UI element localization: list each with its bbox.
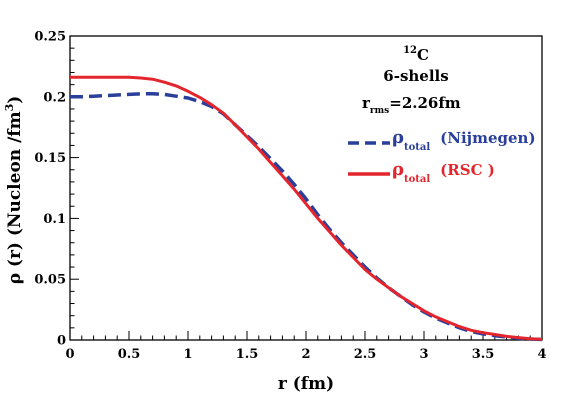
x-tick-label: 0 [65,347,74,362]
tick-labels: 0 0.5 1 1.5 2 2.5 3 3.5 4 0 0.05 0.1 0.15 0.2 0.25 [34,30,546,363]
legend-rho-nijmegen: ρ [392,127,404,148]
series-lines [70,75,543,342]
nucleus-symbol: C [417,46,429,64]
legend-sub-rsc: total [404,174,430,185]
y-tick-label: 0 [57,334,66,349]
x-tick-label: 0.5 [118,347,141,362]
legend-sub-nijmegen: total [404,142,430,153]
axes [69,35,543,341]
x-tick-label: 2 [301,347,310,362]
legend-label-nijmegen: (Nijmegen) [440,129,535,147]
tick-marks [69,35,543,341]
shells-annotation: 6-shells [383,67,448,85]
y-axis-label: ρ (r) (Nucleon /fm3) [3,96,25,285]
x-tick-label: 1.5 [236,347,259,362]
y-axis-label-sup: 3 [3,104,16,112]
y-tick-label: 0.1 [43,212,66,227]
series-line-rsc [70,75,543,341]
x-tick-label: 1 [183,347,192,362]
nucleus-annotation: 12C [403,45,429,64]
legend-label-rsc: (RSC ) [440,161,495,179]
legend-entry-rsc: ρtotal (RSC ) [392,159,495,185]
rms-symbol: r [362,94,371,112]
x-tick-label: 3.5 [472,347,495,362]
y-axis-label-main: ρ (r) (Nucleon /fm [5,111,25,284]
y-tick-label: 0.2 [43,90,66,105]
legend-rho-rsc: ρ [392,159,404,180]
y-tick-label: 0.15 [34,151,66,166]
x-tick-label: 2.5 [354,347,377,362]
x-tick-label: 3 [419,347,428,362]
y-tick-label: 0.25 [34,30,66,45]
y-tick-label: 0.05 [34,273,66,288]
legend-entry-nijmegen: ρtotal (Nijmegen) [392,127,536,153]
rms-value: =2.26fm [389,94,461,112]
rms-annotation: rrms=2.26fm [362,94,461,116]
plot-frame [69,35,543,341]
x-axis-label: r (fm) [278,374,334,394]
y-axis-label-close: ) [5,96,25,104]
x-tick-label: 4 [537,347,546,362]
legend: ρtotal(Nijmegen) ρtotal(RSC ) [348,127,536,185]
nucleus-mass-number: 12 [403,45,417,56]
rms-subscript: rms [370,106,389,116]
